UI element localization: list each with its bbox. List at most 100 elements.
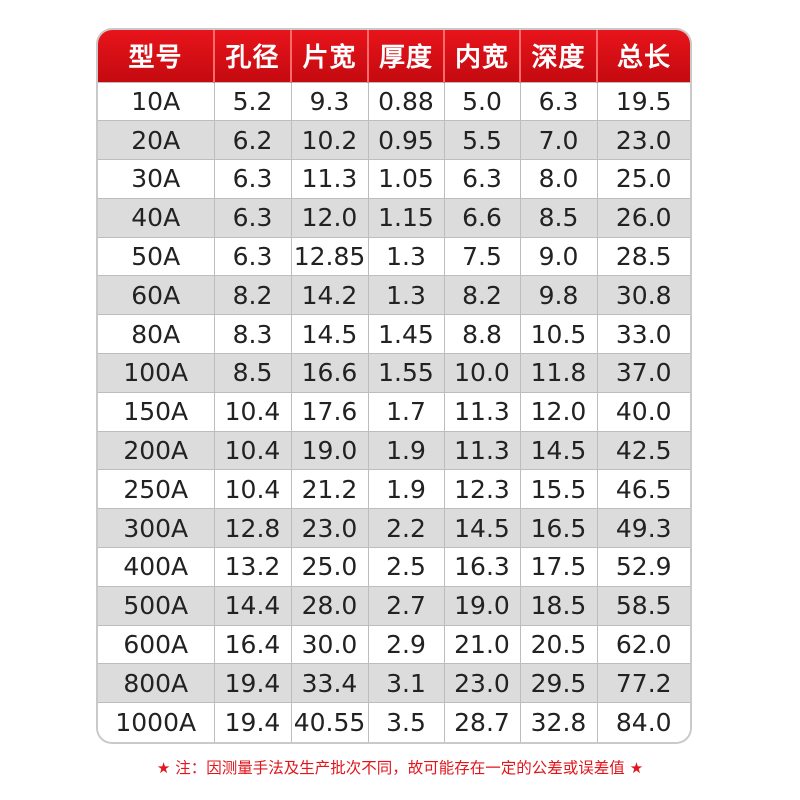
cell-blade-width: 12.0 (290, 197, 368, 238)
header-model: 型号 (128, 43, 183, 74)
cell-depth: 17.5 (519, 547, 597, 587)
table-header-row: 型号 孔径 片宽 厚度 内宽 深度 总长 (98, 30, 690, 82)
cell-inner-width: 6.6 (443, 197, 520, 238)
cell-total-length: 58.5 (596, 585, 690, 626)
cell-thickness: 2.5 (367, 547, 444, 587)
cell-total-length: 84.0 (596, 702, 690, 742)
header-depth: 深度 (519, 30, 597, 82)
cell-inner-width: 5.5 (443, 120, 520, 160)
table-row: 60A 8.2 14.2 1.3 8.2 9.8 30.8 (98, 275, 690, 315)
cell-inner-width: 21.0 (443, 624, 520, 664)
cell-hole-diameter: 6.3 (213, 197, 291, 238)
table-row: 100A 8.5 16.6 1.55 10.0 11.8 37.0 (98, 353, 690, 393)
spec-table-grid: 型号 孔径 片宽 厚度 内宽 深度 总长 10A 5.2 9.3 0.88 5.0 6.3… (98, 30, 690, 742)
table-row: 300A 12.8 23.0 2.2 14.5 16.5 49.3 (98, 508, 690, 548)
cell-thickness: 3.1 (367, 663, 444, 703)
cell-total-length: 77.2 (596, 663, 690, 703)
cell-inner-width: 12.3 (443, 469, 520, 509)
cell-depth: 8.0 (519, 159, 597, 199)
cell-depth: 16.5 (519, 508, 597, 548)
cell-hole-diameter: 16.4 (213, 624, 291, 664)
cell-inner-width: 11.3 (443, 430, 520, 470)
spec-table: 型号 孔径 片宽 厚度 内宽 深度 总长 10A 5.2 9.3 0.88 5.0 6.3… (98, 30, 690, 742)
cell-depth: 10.5 (519, 314, 597, 354)
cell-hole-diameter: 19.4 (213, 702, 291, 742)
header-blade-width: 片宽 (290, 30, 368, 82)
cell-depth: 11.8 (519, 353, 597, 393)
cell-hole-diameter: 8.2 (213, 275, 291, 315)
star-icon: ★ (629, 759, 644, 777)
cell-total-length: 37.0 (596, 353, 690, 393)
cell-total-length: 52.9 (596, 547, 690, 587)
cell-depth: 6.3 (519, 81, 597, 121)
cell-inner-width: 14.5 (443, 508, 520, 548)
cell-inner-width: 23.0 (443, 663, 520, 703)
cell-model: 400A (98, 547, 214, 587)
cell-inner-width: 10.0 (443, 353, 520, 393)
cell-thickness: 1.3 (367, 275, 444, 315)
cell-blade-width: 40.55 (290, 702, 368, 742)
cell-model: 800A (98, 663, 214, 703)
cell-inner-width: 5.0 (443, 81, 520, 121)
cell-thickness: 1.45 (367, 314, 444, 354)
footnote-text: 注：因测量手法及生产批次不同，故可能存在一定的公差或误差值 (175, 759, 625, 777)
cell-thickness: 2.2 (367, 508, 444, 548)
cell-blade-width: 21.2 (290, 469, 368, 509)
footnote: ★ 注：因测量手法及生产批次不同，故可能存在一定的公差或误差值 ★ (0, 756, 800, 778)
cell-depth: 32.8 (519, 702, 597, 742)
cell-model: 500A (98, 585, 214, 626)
cell-total-length: 49.3 (596, 508, 690, 548)
cell-total-length: 33.0 (596, 314, 690, 354)
cell-blade-width: 19.0 (290, 430, 368, 470)
cell-blade-width: 23.0 (290, 508, 368, 548)
cell-total-length: 25.0 (596, 159, 690, 199)
cell-total-length: 40.0 (596, 391, 690, 432)
cell-inner-width: 11.3 (443, 391, 520, 432)
cell-thickness: 1.55 (367, 353, 444, 393)
cell-hole-diameter: 5.2 (213, 81, 291, 121)
cell-thickness: 0.88 (367, 81, 444, 121)
cell-blade-width: 9.3 (290, 81, 368, 121)
table-row: 20A 6.2 10.2 0.95 5.5 7.0 23.0 (98, 120, 690, 160)
cell-model: 10A (98, 81, 214, 121)
cell-depth: 7.0 (519, 120, 597, 160)
cell-hole-diameter: 19.4 (213, 663, 291, 703)
cell-hole-diameter: 6.3 (213, 236, 291, 276)
cell-depth: 29.5 (519, 663, 597, 703)
cell-thickness: 1.9 (367, 430, 444, 470)
cell-depth: 9.0 (519, 236, 597, 276)
cell-depth: 14.5 (519, 430, 597, 470)
cell-hole-diameter: 14.4 (213, 585, 291, 626)
cell-hole-diameter: 13.2 (213, 547, 291, 587)
star-icon: ★ (156, 759, 171, 777)
cell-total-length: 19.5 (596, 81, 690, 121)
cell-model: 60A (98, 275, 214, 315)
table-row: 10A 5.2 9.3 0.88 5.0 6.3 19.5 (98, 81, 690, 121)
cell-blade-width: 14.2 (290, 275, 368, 315)
cell-total-length: 23.0 (596, 120, 690, 160)
cell-model: 600A (98, 624, 214, 664)
cell-depth: 12.0 (519, 391, 597, 432)
cell-depth: 18.5 (519, 585, 597, 626)
cell-inner-width: 19.0 (443, 585, 520, 626)
cell-model: 250A (98, 469, 214, 509)
table-row: 200A 10.4 19.0 1.9 11.3 14.5 42.5 (98, 430, 690, 470)
cell-depth: 20.5 (519, 624, 597, 664)
cell-model: 20A (98, 120, 214, 160)
cell-inner-width: 8.8 (443, 314, 520, 354)
cell-thickness: 1.05 (367, 159, 444, 199)
cell-depth: 8.5 (519, 197, 597, 238)
cell-thickness: 1.9 (367, 469, 444, 509)
cell-blade-width: 17.6 (290, 391, 368, 432)
cell-hole-diameter: 10.4 (213, 391, 291, 432)
cell-hole-diameter: 6.2 (213, 120, 291, 160)
table-row: 30A 6.3 11.3 1.05 6.3 8.0 25.0 (98, 159, 690, 199)
cell-total-length: 30.8 (596, 275, 690, 315)
cell-model: 300A (98, 508, 214, 548)
cell-total-length: 42.5 (596, 430, 690, 470)
cell-inner-width: 8.2 (443, 275, 520, 315)
cell-blade-width: 12.85 (290, 236, 368, 276)
cell-thickness: 3.5 (367, 702, 444, 742)
table-row: 600A 16.4 30.0 2.9 21.0 20.5 62.0 (98, 624, 690, 664)
cell-blade-width: 16.6 (290, 353, 368, 393)
